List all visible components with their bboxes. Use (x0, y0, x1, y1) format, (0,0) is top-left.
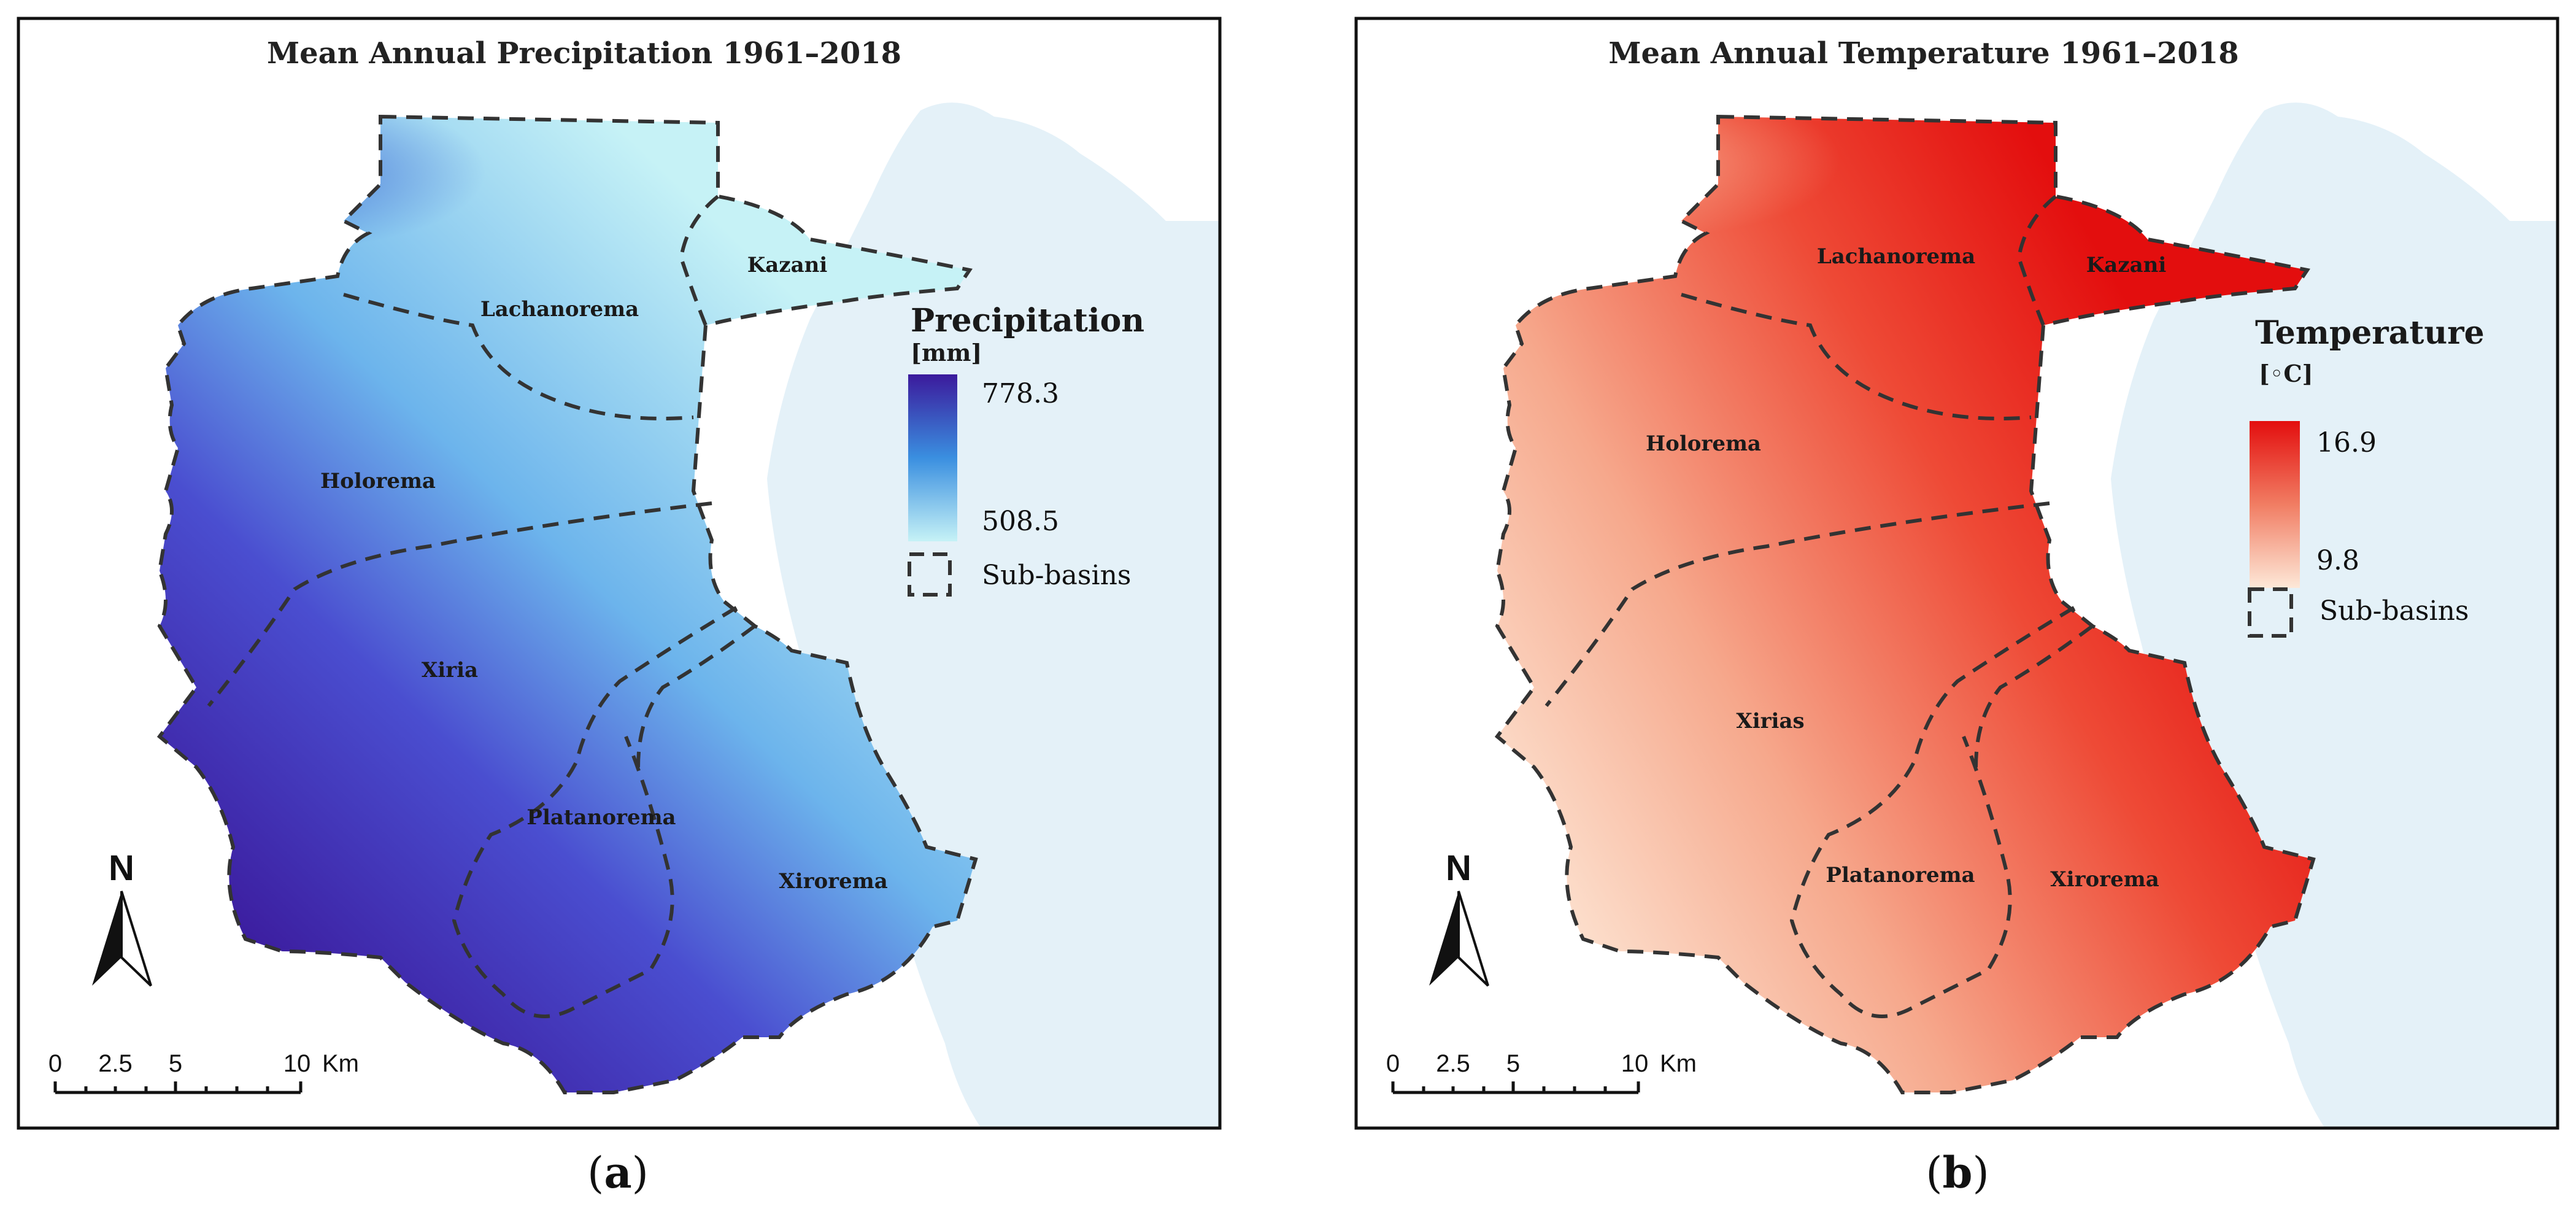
subbasin-label-xiria: Xiria (422, 658, 478, 682)
legend-min: 508.5 (982, 506, 1059, 537)
map-frame (1354, 17, 2559, 1130)
basin-precipitation-raster (160, 117, 976, 1092)
legend-subbasin-label: Sub-basins (2320, 595, 2469, 627)
legend-unit: [◦C] (2259, 360, 2313, 387)
scale-bar: 0 2.5 5 10 Km (1386, 1050, 1697, 1094)
subbasin-boundary (1974, 624, 2094, 768)
scale-bar: 0 2.5 5 10 Km (48, 1050, 359, 1094)
panel-caption: (a) (587, 1147, 649, 1198)
legend-unit: [mm] (911, 339, 982, 366)
legend-max: 16.9 (2316, 427, 2377, 458)
subbasin-boundary (636, 624, 756, 768)
subbasin-label-platanorema: Platanorema (1826, 863, 1975, 887)
legend-colorbar (908, 374, 957, 541)
legend-subbasin-symbol (908, 552, 952, 597)
legend-colorbar (2250, 421, 2300, 588)
legend: Temperature [◦C] 16.9 9.8 Sub-basins (2248, 314, 2485, 638)
svg-text:0: 0 (48, 1050, 62, 1077)
svg-text:0: 0 (1386, 1050, 1400, 1077)
subbasin-label-holorema: Holorema (1646, 431, 1761, 456)
svg-text:Km: Km (322, 1050, 359, 1077)
subbasin-label-xirorema: Xirorema (2050, 867, 2159, 892)
subbasin-label-holorema: Holorema (320, 469, 436, 493)
svg-text:10: 10 (283, 1050, 311, 1077)
svg-text:5: 5 (169, 1050, 182, 1077)
svg-text:N: N (109, 848, 134, 888)
subbasin-label-xirorema: Xirorema (779, 869, 887, 894)
north-arrow-icon: N (92, 848, 152, 987)
legend-max: 778.3 (982, 378, 1059, 409)
svg-text:10: 10 (1621, 1050, 1649, 1077)
svg-text:N: N (1446, 848, 1471, 888)
subbasin-label-platanorema: Platanorema (526, 805, 676, 830)
legend-variable: Temperature (2255, 314, 2485, 352)
panel-a: Lachanorema Kazani Holorema Xiria Platan… (17, 17, 1222, 1198)
subbasin-boundary (343, 293, 694, 420)
legend-variable: Precipitation (911, 302, 1144, 339)
map-frame (17, 17, 1222, 1130)
subbasin-label-kazani: Kazani (2086, 253, 2167, 277)
subbasin-boundary (1544, 501, 2050, 707)
subbasin-label-xirias: Xirias (1736, 709, 1804, 733)
panel-caption: (b) (1926, 1147, 1989, 1198)
svg-text:2.5: 2.5 (98, 1050, 133, 1077)
legend: Precipitation [mm] 778.3 508.5 Sub-basin… (908, 302, 1144, 597)
subbasin-boundary (1681, 293, 2032, 420)
panel-b: Lachanorema Kazani Holorema Xirias Plata… (1354, 17, 2559, 1198)
svg-text:2.5: 2.5 (1436, 1050, 1470, 1077)
basin-temperature-raster (1497, 117, 2313, 1092)
subbasin-label-lachanorema: Lachanorema (1817, 244, 1975, 269)
basin-outline (156, 114, 978, 1094)
panel-title: Mean Annual Temperature 1961–2018 (1608, 36, 2239, 71)
svg-text:Km: Km (1660, 1050, 1697, 1077)
panel-title: Mean Annual Precipitation 1961–2018 (267, 36, 901, 71)
subbasin-boundary (207, 501, 712, 707)
svg-text:5: 5 (1506, 1050, 1520, 1077)
basin-outline (1494, 114, 2316, 1094)
north-arrow-icon: N (1429, 848, 1489, 987)
subbasin-label-kazani: Kazani (747, 253, 828, 277)
subbasin-label-lachanorema: Lachanorema (480, 297, 639, 322)
legend-subbasin-label: Sub-basins (982, 560, 1131, 591)
legend-subbasin-symbol (2248, 587, 2293, 638)
legend-min: 9.8 (2316, 545, 2359, 576)
